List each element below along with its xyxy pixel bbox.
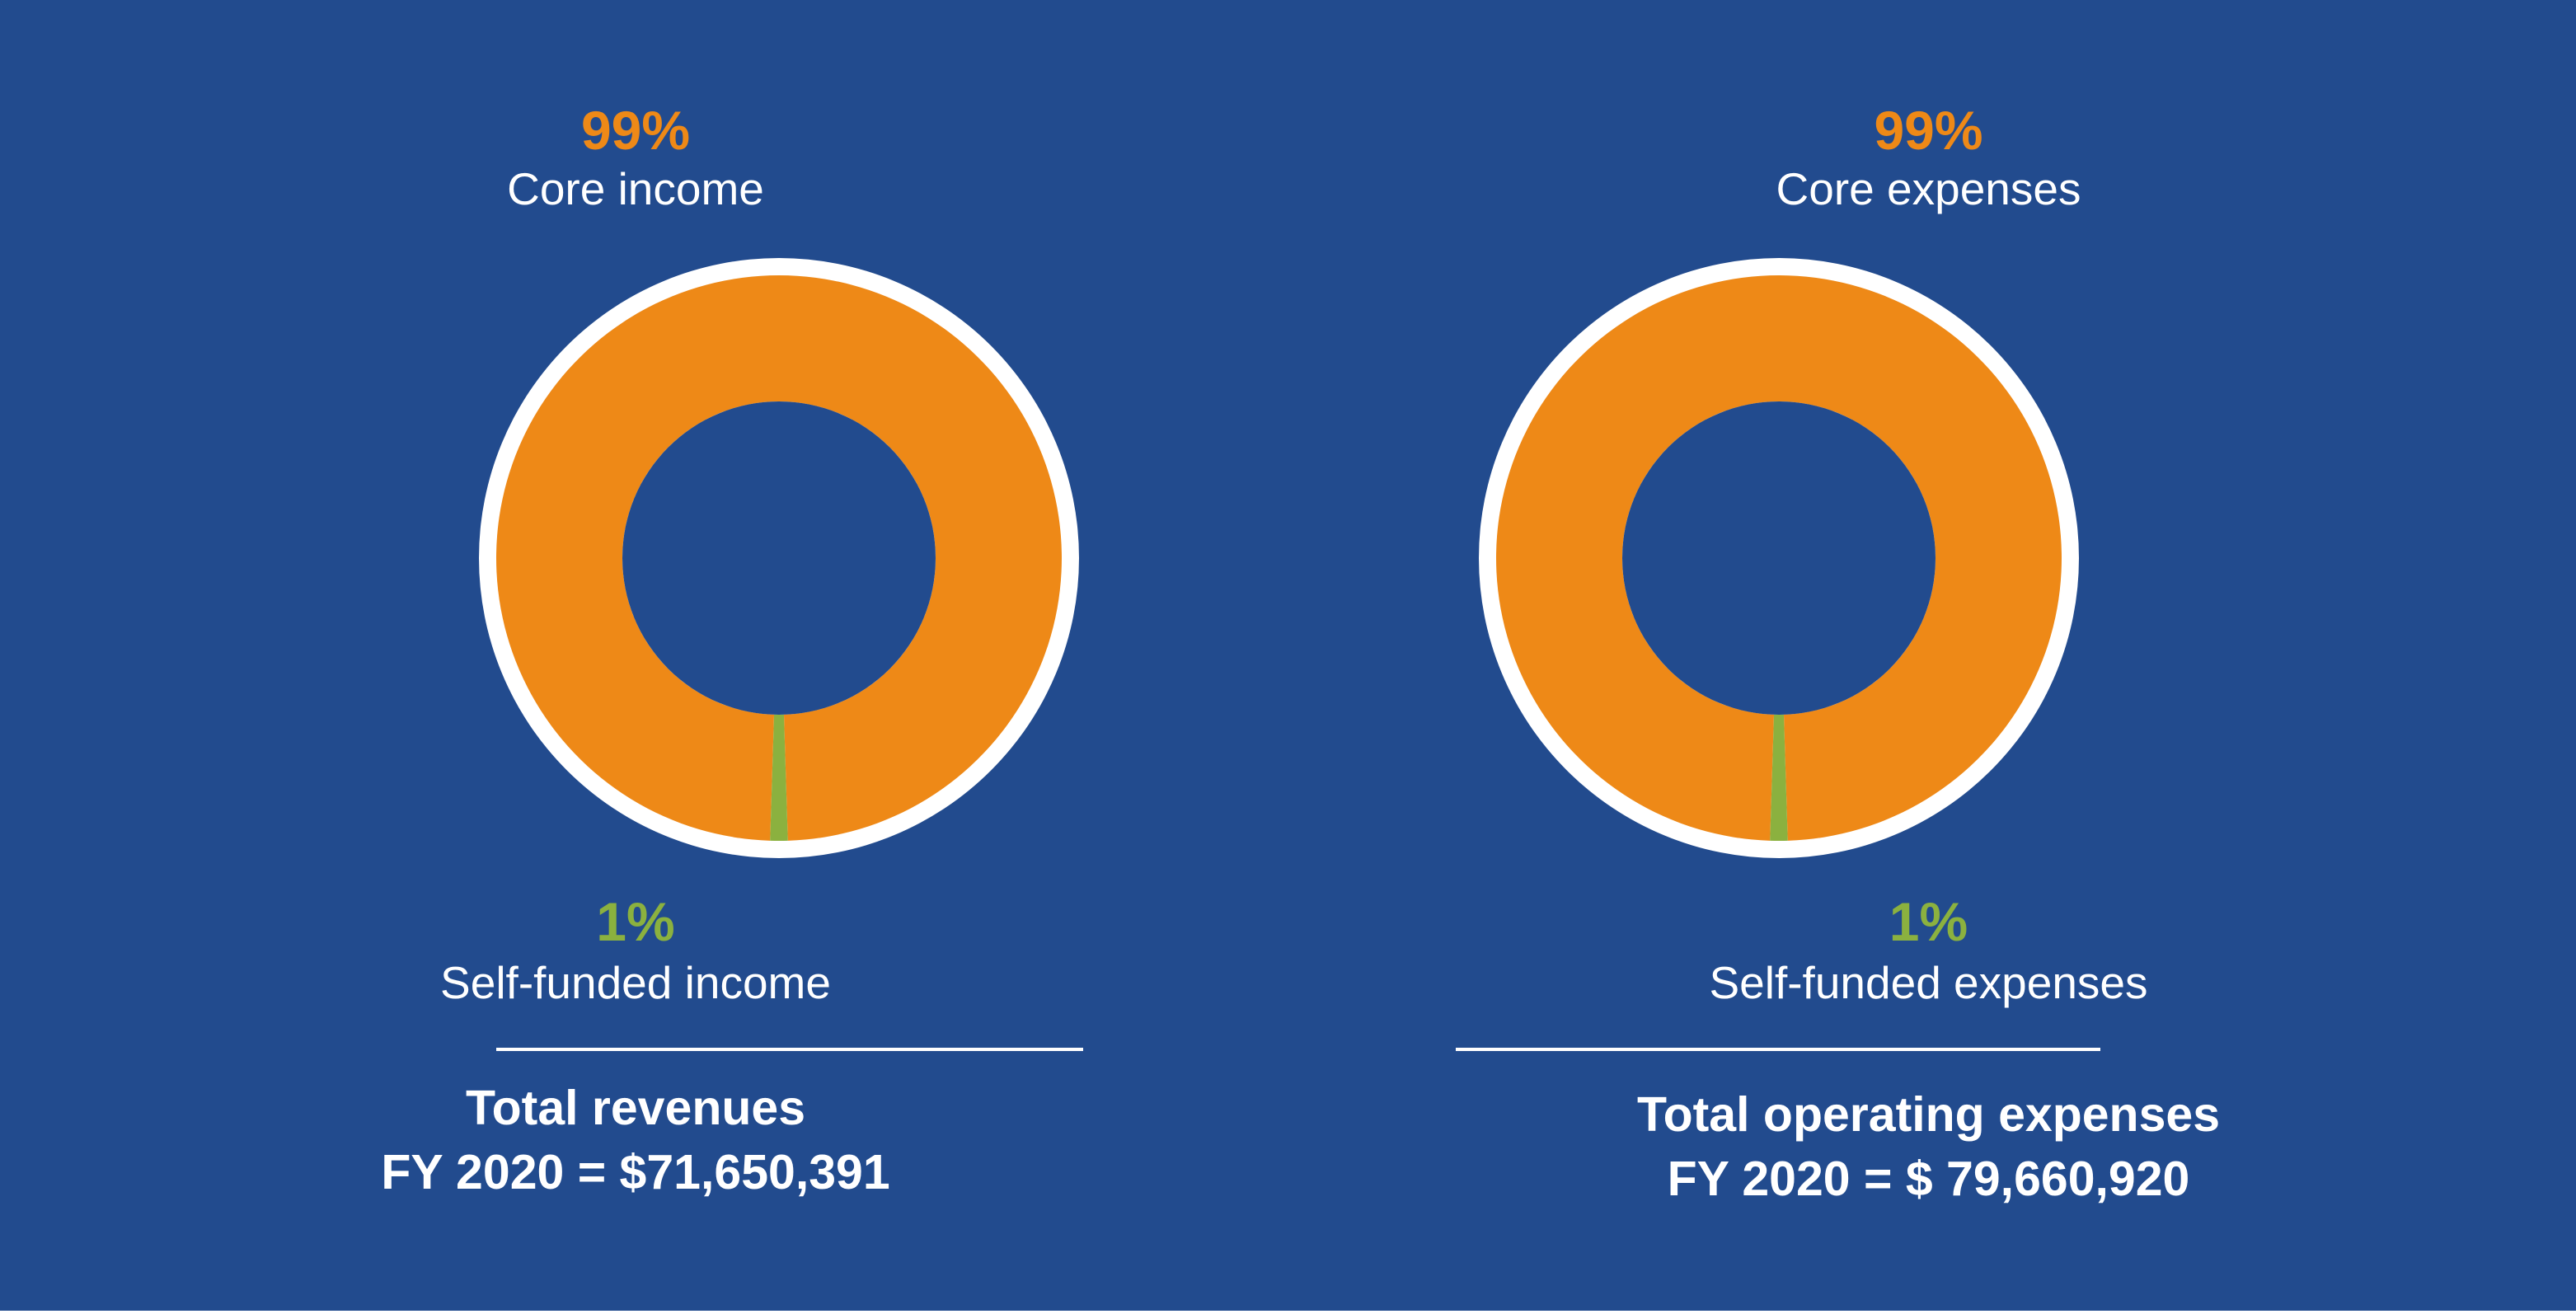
self-funded-income-percent: 1%	[596, 891, 675, 952]
income-donut-chart	[479, 258, 1079, 858]
total-revenues-amount: FY 2020 = $71,650,391	[381, 1145, 890, 1199]
core-income-label: Core income	[507, 163, 764, 214]
expenses-panel: 99% Core expenses 1% Self-funded expense…	[1288, 0, 2576, 1311]
divider-line	[1456, 1048, 2100, 1051]
self-funded-slice	[770, 714, 788, 842]
core-slice	[496, 275, 1062, 841]
core-expenses-label: Core expenses	[1776, 163, 2081, 214]
self-funded-income-label: Self-funded income	[440, 957, 831, 1008]
self-funded-expenses-label: Self-funded expenses	[1709, 957, 2148, 1008]
donut-hole	[1622, 401, 1936, 715]
total-revenues-title: Total revenues	[465, 1081, 806, 1135]
total-operating-expenses-amount: FY 2020 = $ 79,660,920	[1667, 1152, 2190, 1206]
total-operating-expenses-title: Total operating expenses	[1636, 1087, 2221, 1142]
core-expenses-percent: 99%	[1874, 100, 1983, 161]
core-income-percent: 99%	[580, 100, 691, 161]
divider-line	[496, 1048, 1083, 1051]
expenses-donut-chart	[1479, 258, 2079, 858]
income-panel: 99% Core income 1% Self-funded income To…	[0, 0, 1288, 1311]
self-funded-expenses-percent: 1%	[1889, 891, 1968, 952]
self-funded-slice	[1770, 714, 1788, 842]
donut-hole	[622, 401, 936, 715]
core-slice	[1496, 275, 2062, 841]
